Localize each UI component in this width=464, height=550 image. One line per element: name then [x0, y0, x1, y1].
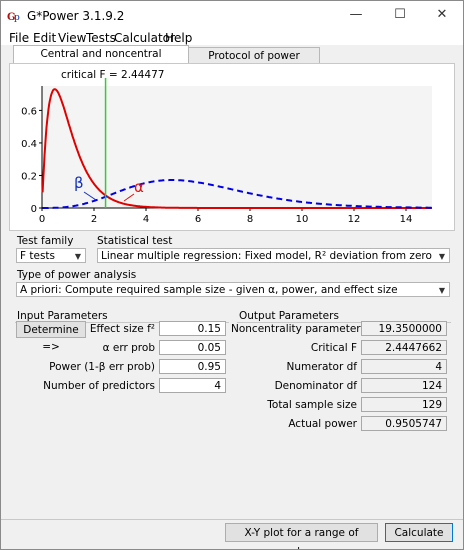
menu-calculator[interactable]: Calculator [114, 31, 175, 45]
input-divider [15, 322, 229, 323]
alpha-label: α [134, 178, 144, 196]
y-tick-label: 0 [31, 204, 37, 215]
bottom-divider [1, 519, 463, 520]
critical-f-output-label: Critical F [310, 342, 357, 354]
menu-bar: File Edit View Tests Calculator Help [1, 31, 463, 45]
statistical-test-label: Statistical test [97, 235, 173, 247]
menu-view[interactable]: View [58, 31, 87, 45]
numerator-df-label: Numerator df [286, 361, 357, 373]
critical-f-value: 2.4447662 [361, 340, 447, 355]
power-field[interactable]: 0.95 [159, 359, 226, 374]
x-tick-label: 4 [143, 214, 149, 225]
test-family-label: Test family [17, 235, 74, 247]
svg-text:p: p [14, 13, 20, 23]
menu-tests[interactable]: Tests [86, 31, 116, 45]
tab-distributions[interactable]: Central and noncentral distributions [13, 45, 189, 76]
total-sample-size-label: Total sample size [267, 399, 357, 411]
maximize-button[interactable]: ☐ [394, 7, 406, 22]
menu-edit[interactable]: Edit [33, 31, 57, 45]
test-family-select[interactable]: F tests ▼ [16, 248, 86, 263]
plot-area [42, 86, 432, 208]
chevron-down-icon: ▼ [438, 252, 445, 261]
denominator-df-value: 124 [361, 378, 447, 393]
y-tick-label: 0.2 [21, 171, 37, 182]
statistical-test-value: Linear multiple regression: Fixed model,… [101, 250, 432, 262]
x-tick-label: 10 [296, 214, 309, 225]
xy-plot-button[interactable]: X-Y plot for a range of values [225, 523, 378, 549]
x-tick-label: 12 [348, 214, 361, 225]
x-tick-label: 14 [400, 214, 413, 225]
x-tick-label: 0 [39, 214, 45, 225]
actual-power-label: Actual power [288, 418, 357, 430]
output-divider [237, 322, 451, 323]
numerator-df-value: 4 [361, 359, 447, 374]
chart-curves [41, 78, 432, 209]
distribution-chart-panel: critical F = 2.44477 0 2 4 6 8 10 12 14 0 0.2 0.4 0… [9, 63, 455, 231]
alpha-err-label: α err prob [102, 342, 155, 354]
predictors-label: Number of predictors [43, 380, 155, 392]
beta-label: β [74, 174, 84, 192]
window-title: G*Power 3.1.9.2 [27, 9, 125, 23]
effect-size-field[interactable]: 0.15 [159, 321, 226, 336]
power-analysis-value: A priori: Compute required sample size -… [20, 284, 398, 296]
distribution-chart: critical F = 2.44477 0 2 4 6 8 10 12 14 0 0.2 0.4 0… [21, 69, 432, 225]
x-tick-label: 6 [195, 214, 201, 225]
input-parameters-header: Input Parameters [17, 310, 108, 322]
minimize-button[interactable]: — [349, 7, 363, 22]
title-bar: G p G*Power 3.1.9.2 — ☐ ✕ [1, 1, 463, 31]
power-analysis-label: Type of power analysis [17, 269, 137, 281]
menu-help[interactable]: Help [165, 31, 193, 45]
alpha-err-field[interactable]: 0.05 [159, 340, 226, 355]
effect-size-label: Effect size f² [89, 323, 155, 335]
y-tick-label: 0.6 [21, 106, 37, 117]
y-tick-label: 0.4 [21, 139, 37, 150]
power-analysis-select[interactable]: A priori: Compute required sample size -… [16, 282, 450, 297]
chevron-down-icon: ▼ [74, 252, 81, 261]
noncentrality-label: Noncentrality parameter λ [231, 323, 371, 335]
beta-pointer [83, 191, 97, 201]
svg-text:G: G [7, 12, 16, 23]
chevron-down-icon: ▼ [438, 286, 445, 295]
noncentrality-value: 19.3500000 [361, 321, 447, 336]
menu-file[interactable]: File [9, 31, 30, 45]
denominator-df-label: Denominator df [274, 380, 357, 392]
predictors-field[interactable]: 4 [159, 378, 226, 393]
x-tick-label: 2 [91, 214, 97, 225]
test-family-value: F tests [20, 250, 56, 262]
total-sample-size-value: 129 [361, 397, 447, 412]
statistical-test-select[interactable]: Linear multiple regression: Fixed model,… [97, 248, 450, 263]
tab-protocol[interactable]: Protocol of power analyses [188, 47, 320, 78]
alpha-pointer [123, 193, 135, 202]
x-tick-label: 8 [247, 214, 253, 225]
calculate-button[interactable]: Calculate [385, 523, 453, 542]
power-label: Power (1-β err prob) [49, 361, 155, 373]
actual-power-value: 0.9505747 [361, 416, 447, 431]
determine-button[interactable]: Determine => [16, 321, 86, 353]
output-parameters-header: Output Parameters [239, 310, 339, 322]
critical-f-label: critical F = 2.44477 [61, 69, 164, 81]
gpower-logo-icon: G p [7, 9, 23, 23]
central-f-curve [41, 88, 432, 209]
noncentral-f-curve [42, 179, 432, 209]
close-button[interactable]: ✕ [436, 7, 448, 22]
